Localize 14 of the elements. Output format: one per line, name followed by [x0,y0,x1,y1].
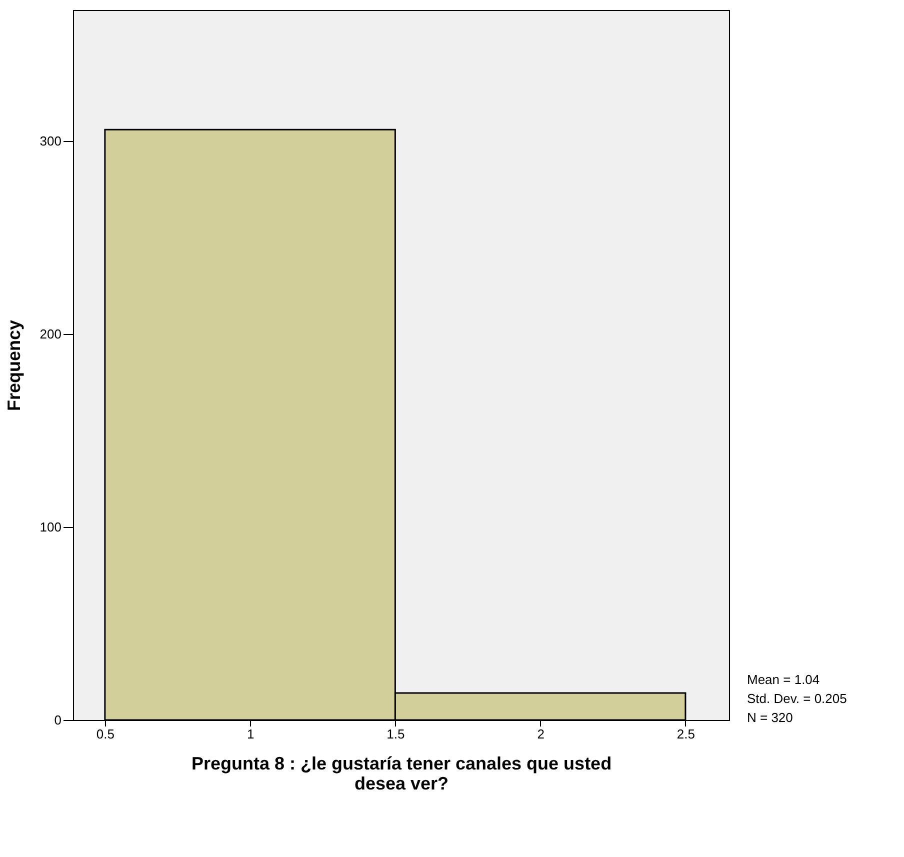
text: Mean = 1.04 [747,672,820,687]
x-axis-title: Pregunta 8 : ¿le gustaría tener canales que usted desea ver? [191,754,612,794]
y-axis-title: Frequency [4,320,24,412]
text: N = 320 [747,710,793,725]
x-tick-label: 2 [537,726,544,742]
y-tick-label: 0 [54,712,62,728]
x-tick-label: 0.5 [96,726,114,742]
x-tick-label: 1.5 [386,726,405,742]
x-tick-label: 2.5 [676,726,695,742]
x-tick-label: 1 [246,726,254,742]
y-tick-label: 100 [40,520,62,535]
text: Std. Dev. = 0.205 [747,691,847,706]
y-tick-label: 200 [40,326,62,342]
y-tick-label: 300 [40,134,62,149]
